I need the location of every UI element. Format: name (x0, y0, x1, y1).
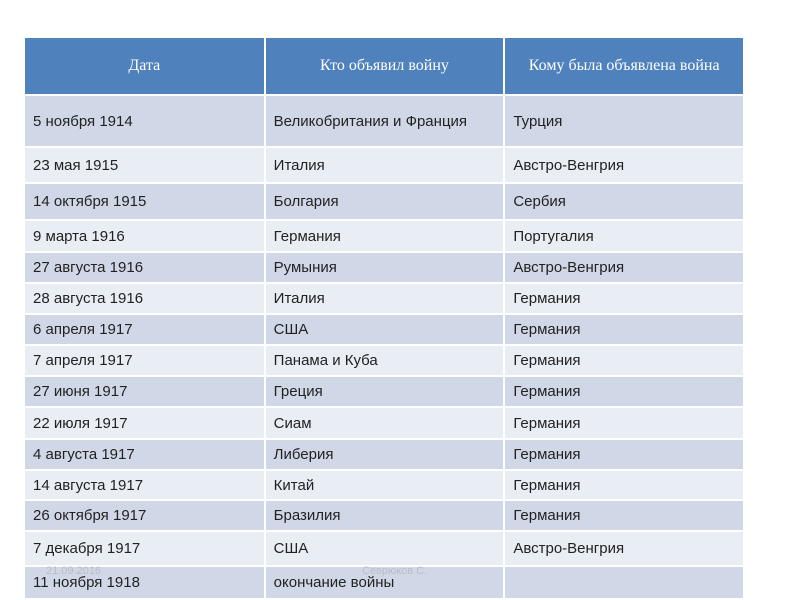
table-cell: 27 августа 1916 (25, 251, 266, 283)
table-cell: 14 октября 1915 (25, 182, 266, 220)
table-cell: Германия (504, 375, 745, 407)
table-cell: 14 августа 1917 (25, 469, 266, 500)
table-cell: США (264, 313, 506, 345)
table-cell: Бразилия (264, 499, 506, 531)
table-cell: Либерия (264, 438, 506, 470)
table-cell: Германия (504, 344, 745, 376)
table-cell: Австро-Венгрия (504, 251, 745, 283)
table-cell: 23 мая 1915 (25, 146, 266, 183)
table-cell: 6 апреля 1917 (25, 313, 266, 345)
table-cell: Италия (264, 146, 506, 183)
table-cell: Германия (504, 406, 745, 439)
table-cell: 28 августа 1916 (25, 282, 266, 314)
table-row: 27 августа 1916 Румыния Австро-Венгрия (25, 251, 745, 283)
table-cell: Италия (264, 282, 506, 314)
table-row: 26 октября 1917 Бразилия Германия (25, 499, 745, 531)
table-cell: Греция (264, 375, 506, 407)
table-row: 28 августа 1916 Италия Германия (25, 282, 745, 314)
table-row: 14 октября 1915 Болгария Сербия (25, 182, 745, 220)
header-cell: Кто объявил войну (264, 38, 506, 95)
table-cell: Германия (504, 282, 745, 314)
table-cell: Болгария (264, 182, 506, 220)
table-row: 4 августа 1917 Либерия Германия (25, 438, 745, 470)
table-cell: 11 ноября 1918 (25, 565, 266, 598)
table-cell: Турция (504, 94, 745, 147)
table-cell: 27 июня 1917 (25, 375, 266, 407)
table-cell: Германия (504, 438, 745, 470)
table-cell: Китай (264, 469, 506, 500)
table-cell: Сиам (264, 406, 506, 439)
table-row: 5 ноября 1914 Великобритания и Франция Тур… (25, 94, 745, 147)
table-row: 7 декабря 1917 США Австро-Венгрия (25, 530, 745, 566)
table-cell: Австро-Венгрия (504, 530, 745, 566)
header-row: Дата Кто объявил войну Кому была объявлена… (25, 38, 745, 95)
table-cell: 7 апреля 1917 (25, 344, 266, 376)
footer-author: Севрюков С. (362, 565, 428, 577)
header-cell: Дата (25, 38, 266, 95)
empty-cell (504, 565, 745, 598)
table-cell: 5 ноября 1914 (25, 94, 266, 147)
table-row: 27 июня 1917 Греция Германия (25, 375, 745, 407)
footer-date: 21.09.2016 (46, 565, 102, 577)
table-row: 7 апреля 1917 Панама и Куба Германия (25, 344, 745, 376)
table-cell: Великобритания и Франция (264, 94, 506, 147)
table-cell: Португалия (504, 219, 745, 252)
table-row: 6 апреля 1917 США Германия (25, 313, 745, 345)
table-cell: Австро-Венгрия (504, 146, 745, 183)
table-cell: окончание войны (264, 565, 506, 598)
table-cell: Германия (264, 219, 506, 252)
table-cell: Германия (504, 469, 745, 500)
table-cell: Сербия (504, 182, 745, 220)
war-table: Дата Кто объявил войну Кому была объявлена… (25, 38, 745, 598)
table-row: 9 марта 1916 Германия Португалия (25, 219, 745, 252)
table-row: 23 мая 1915 Италия Австро-Венгрия (25, 146, 745, 183)
table-cell: Германия (504, 313, 745, 345)
table-cell: 26 октября 1917 (25, 499, 266, 531)
table-row: 11 ноября 1918 окончание войны (25, 565, 745, 598)
table-cell: Панама и Куба (264, 344, 506, 376)
table-cell: 7 декабря 1917 (25, 530, 266, 566)
table-cell: Германия (504, 499, 745, 531)
header-cell: Кому была объявлена война (504, 38, 745, 95)
table-cell: 22 июля 1917 (25, 406, 266, 439)
table-cell: США (264, 530, 506, 566)
table-cell: Румыния (264, 251, 506, 283)
table-cell: 9 марта 1916 (25, 219, 266, 252)
table-row: 14 августа 1917 Китай Германия (25, 469, 745, 500)
table-cell: 4 августа 1917 (25, 438, 266, 470)
table-row: 22 июля 1917 Сиам Германия (25, 406, 745, 439)
